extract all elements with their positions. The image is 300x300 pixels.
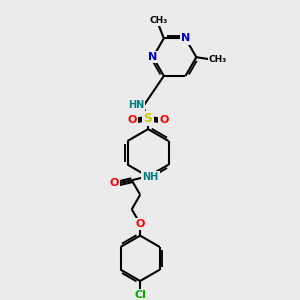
- Text: O: O: [159, 115, 169, 125]
- Text: N: N: [181, 33, 190, 43]
- Text: N: N: [148, 52, 158, 62]
- Text: CH₃: CH₃: [209, 55, 227, 64]
- Text: O: O: [128, 115, 137, 125]
- Text: S: S: [143, 112, 152, 125]
- Text: NH: NH: [142, 172, 159, 182]
- Text: CH₃: CH₃: [150, 16, 168, 25]
- Text: O: O: [136, 219, 145, 229]
- Text: Cl: Cl: [134, 290, 146, 300]
- Text: HN: HN: [128, 100, 144, 110]
- Text: O: O: [109, 178, 119, 188]
